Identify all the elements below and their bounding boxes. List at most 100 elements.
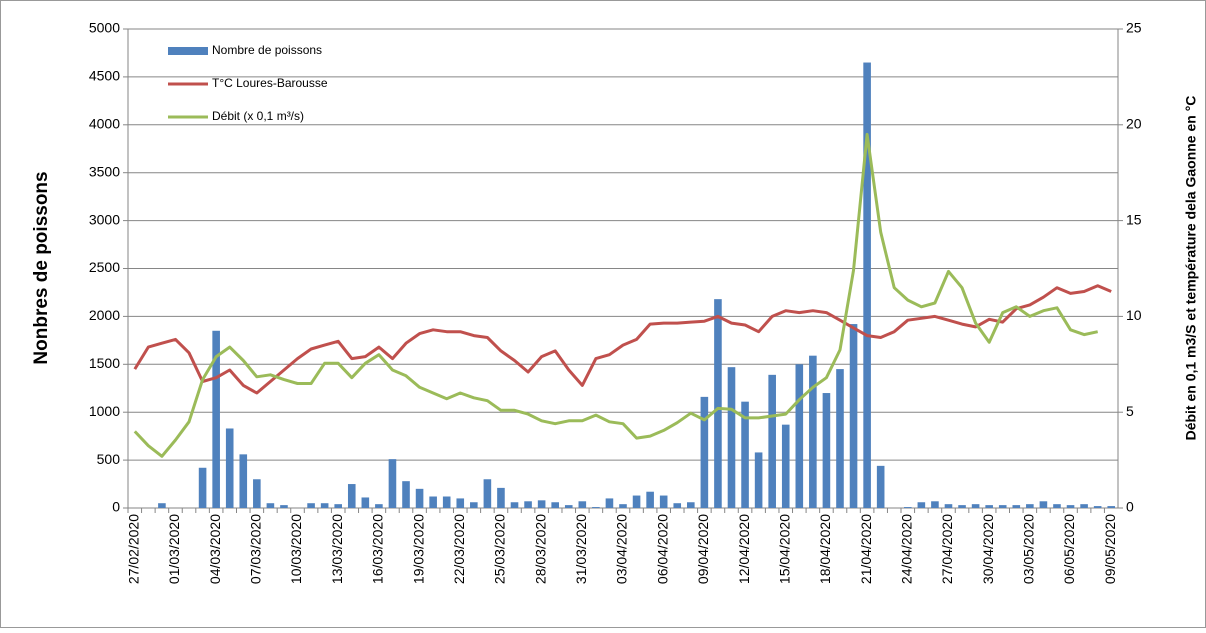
y2-tick-label: 25 bbox=[1126, 20, 1142, 36]
bar bbox=[673, 503, 682, 508]
bar bbox=[1107, 506, 1116, 508]
y-tick-label: 0 bbox=[112, 499, 120, 515]
x-tick-label: 09/04/2020 bbox=[695, 514, 711, 584]
bar bbox=[863, 62, 871, 508]
x-tick-label: 21/04/2020 bbox=[858, 514, 874, 584]
x-tick-label: 27/02/2020 bbox=[125, 514, 141, 584]
bar bbox=[849, 324, 858, 508]
y-tick-label: 3500 bbox=[89, 163, 120, 179]
bar bbox=[619, 504, 627, 508]
bar bbox=[334, 504, 343, 508]
bar bbox=[822, 393, 831, 508]
bar bbox=[1066, 505, 1075, 508]
bar bbox=[1012, 505, 1021, 508]
bar bbox=[714, 299, 722, 508]
x-tick-label: 06/04/2020 bbox=[654, 514, 670, 584]
y-tick-label: 2500 bbox=[89, 259, 120, 275]
line bbox=[133, 284, 1112, 395]
x-tick-label: 22/03/2020 bbox=[451, 514, 467, 584]
bar bbox=[809, 355, 817, 508]
bar bbox=[998, 505, 1007, 508]
bar bbox=[1053, 504, 1061, 508]
y-tick-label: 4000 bbox=[89, 116, 120, 132]
bar bbox=[605, 498, 614, 508]
bar bbox=[388, 459, 397, 508]
bar bbox=[1093, 506, 1102, 508]
bar bbox=[944, 504, 953, 508]
y2-tick-label: 5 bbox=[1126, 403, 1134, 419]
x-tick-label: 25/03/2020 bbox=[492, 514, 508, 584]
x-tick-label: 03/05/2020 bbox=[1021, 514, 1037, 584]
bar bbox=[903, 507, 912, 508]
bar bbox=[307, 503, 315, 508]
bar bbox=[239, 454, 248, 508]
bar bbox=[931, 501, 939, 508]
y-tick-label: 2000 bbox=[89, 307, 120, 323]
bar bbox=[497, 487, 505, 508]
legend-swatch bbox=[168, 47, 208, 55]
bar bbox=[551, 502, 559, 508]
bar bbox=[1026, 504, 1034, 508]
bar bbox=[537, 500, 546, 508]
bar bbox=[564, 505, 573, 508]
x-tick-label: 01/03/2020 bbox=[166, 514, 182, 584]
bar bbox=[320, 503, 329, 508]
bar bbox=[198, 467, 207, 508]
x-tick-label: 06/05/2020 bbox=[1061, 514, 1077, 584]
bar bbox=[347, 484, 356, 508]
y-axis-title: Nonbres de poissons bbox=[31, 171, 52, 364]
y2-tick-label: 15 bbox=[1126, 211, 1142, 227]
bar bbox=[687, 502, 695, 508]
y-tick-label: 3000 bbox=[89, 211, 120, 227]
bar bbox=[1039, 501, 1048, 508]
bar bbox=[415, 488, 424, 508]
y-tick-label: 1500 bbox=[89, 355, 120, 371]
bar bbox=[768, 374, 776, 508]
legend-label: Débit (x 0,1 m³/s) bbox=[212, 109, 304, 123]
x-tick-label: 28/03/2020 bbox=[532, 514, 548, 584]
bar bbox=[727, 367, 736, 508]
legend-label: Nombre de poissons bbox=[212, 43, 322, 57]
y2-tick-label: 20 bbox=[1126, 116, 1142, 132]
bar bbox=[510, 502, 519, 508]
bar bbox=[483, 479, 492, 508]
bar bbox=[253, 479, 261, 508]
bar bbox=[361, 497, 370, 508]
y-tick-label: 5000 bbox=[89, 20, 120, 36]
bar bbox=[632, 495, 641, 508]
x-tick-label: 13/03/2020 bbox=[329, 514, 345, 584]
bar bbox=[456, 498, 465, 508]
x-tick-label: 24/04/2020 bbox=[898, 514, 914, 584]
bar bbox=[836, 369, 844, 508]
x-tick-label: 27/04/2020 bbox=[939, 514, 955, 584]
bar bbox=[280, 505, 288, 508]
bar bbox=[781, 424, 790, 508]
x-tick-label: 10/03/2020 bbox=[288, 514, 304, 584]
bar bbox=[971, 504, 980, 508]
bar bbox=[917, 502, 926, 508]
bar bbox=[158, 503, 166, 508]
x-tick-label: 31/03/2020 bbox=[573, 514, 589, 584]
x-tick-label: 04/03/2020 bbox=[207, 514, 223, 584]
x-tick-label: 30/04/2020 bbox=[980, 514, 996, 584]
bar bbox=[1080, 504, 1088, 508]
bar bbox=[524, 501, 532, 508]
bar bbox=[225, 428, 234, 508]
bar bbox=[958, 505, 966, 508]
y2-tick-label: 10 bbox=[1126, 307, 1142, 323]
x-tick-label: 09/05/2020 bbox=[1102, 514, 1118, 584]
x-tick-label: 19/03/2020 bbox=[410, 514, 426, 584]
bar bbox=[266, 503, 275, 508]
bar bbox=[646, 491, 654, 508]
bar bbox=[442, 496, 451, 508]
bar bbox=[592, 507, 600, 508]
bar bbox=[985, 505, 993, 508]
x-tick-label: 18/04/2020 bbox=[817, 514, 833, 584]
bar bbox=[700, 396, 709, 508]
bar bbox=[429, 496, 437, 508]
bar bbox=[375, 504, 383, 508]
y-tick-label: 500 bbox=[97, 451, 121, 467]
x-tick-label: 03/04/2020 bbox=[614, 514, 630, 584]
